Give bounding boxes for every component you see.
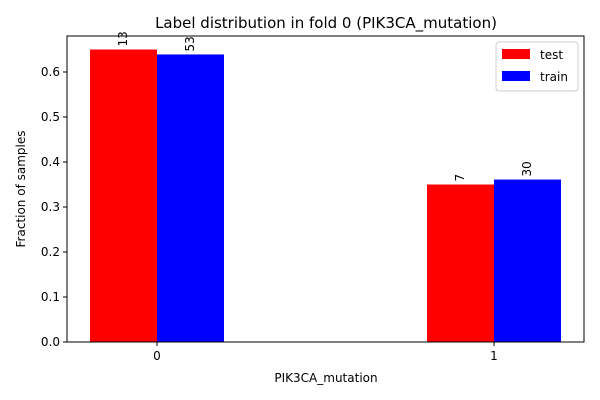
y-tick-label: 0.1 <box>41 290 60 304</box>
y-tick-label: 0.0 <box>41 335 60 349</box>
y-tick-label: 0.2 <box>41 245 60 259</box>
bar-test-0 <box>90 49 157 342</box>
bar-train-0 <box>157 54 224 342</box>
chart-title: Label distribution in fold 0 (PIK3CA_mut… <box>155 14 497 33</box>
bars-group <box>90 49 561 342</box>
y-tick-label: 0.4 <box>41 155 60 169</box>
legend-label-test: test <box>540 48 563 62</box>
bar-labels-group: 13 7 53 30 <box>116 31 534 181</box>
plot-frame <box>66 35 585 343</box>
y-axis: 0.0 0.1 0.2 0.3 0.4 0.5 0.6 <box>41 65 67 349</box>
x-axis-label: PIK3CA_mutation <box>274 371 377 385</box>
bar-test-1 <box>427 184 494 342</box>
x-tick-label: 1 <box>490 349 498 363</box>
y-axis-label: Fraction of samples <box>14 131 28 248</box>
legend-swatch-train <box>502 71 530 81</box>
bar-count-label: 7 <box>453 174 467 182</box>
legend: test train <box>495 41 579 92</box>
legend-swatch-test <box>502 49 530 59</box>
bar-train-1 <box>494 179 561 342</box>
x-tick-label: 0 <box>153 349 161 363</box>
bar-count-label: 30 <box>520 161 534 176</box>
bar-count-label: 53 <box>183 36 197 51</box>
bar-count-label: 13 <box>116 31 130 46</box>
y-tick-label: 0.6 <box>41 65 60 79</box>
y-tick-label: 0.3 <box>41 200 60 214</box>
legend-label-train: train <box>540 70 568 84</box>
y-tick-label: 0.5 <box>41 110 60 124</box>
